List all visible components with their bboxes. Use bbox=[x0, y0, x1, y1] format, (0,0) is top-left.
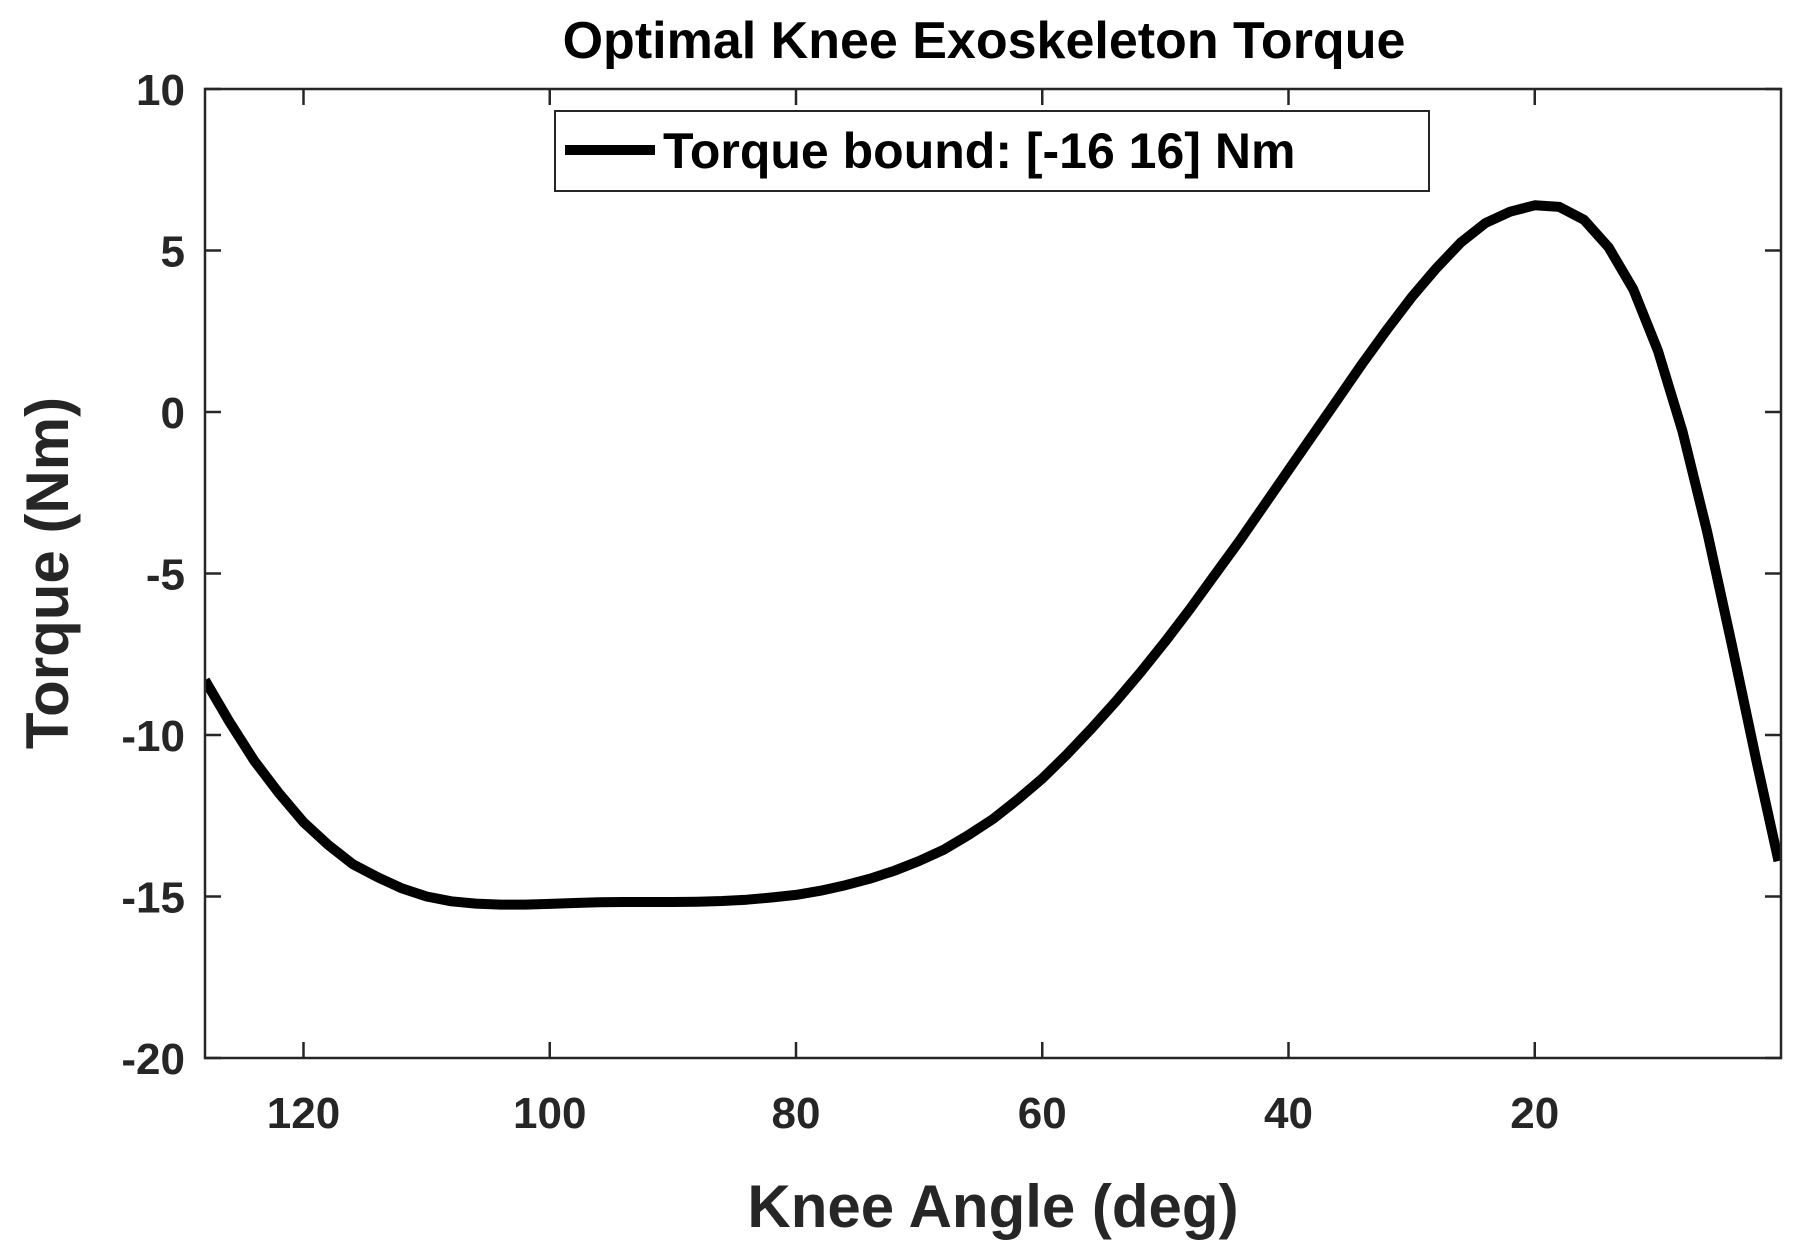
x-tick-label: 40 bbox=[1264, 1089, 1313, 1138]
x-axis-label: Knee Angle (deg) bbox=[747, 1173, 1238, 1240]
y-tick-label: -15 bbox=[121, 874, 185, 923]
x-tick-label: 100 bbox=[513, 1089, 586, 1138]
legend-box bbox=[554, 110, 1430, 192]
x-tick-label: 80 bbox=[772, 1089, 821, 1138]
y-tick-label: 10 bbox=[136, 66, 185, 115]
y-tick-label: -5 bbox=[146, 551, 185, 600]
plot-area-frame bbox=[203, 87, 1783, 1060]
legend-label: Torque bound: [-16 16] Nm bbox=[663, 123, 1295, 179]
y-tick-label: 5 bbox=[161, 228, 185, 277]
y-tick-label: -10 bbox=[121, 712, 185, 761]
y-tick-label: -20 bbox=[121, 1035, 185, 1084]
chart-title: Optimal Knee Exoskeleton Torque bbox=[563, 12, 1406, 70]
y-axis-label: Torque (Nm) bbox=[14, 397, 81, 749]
x-tick-label: 20 bbox=[1510, 1089, 1559, 1138]
x-tick-label: 60 bbox=[1018, 1089, 1067, 1138]
legend: Torque bound: [-16 16] Nm bbox=[554, 110, 1430, 192]
y-tick-label: 0 bbox=[161, 389, 185, 438]
x-tick-label: 120 bbox=[267, 1089, 340, 1138]
series-line-torque bbox=[205, 200, 1781, 910]
